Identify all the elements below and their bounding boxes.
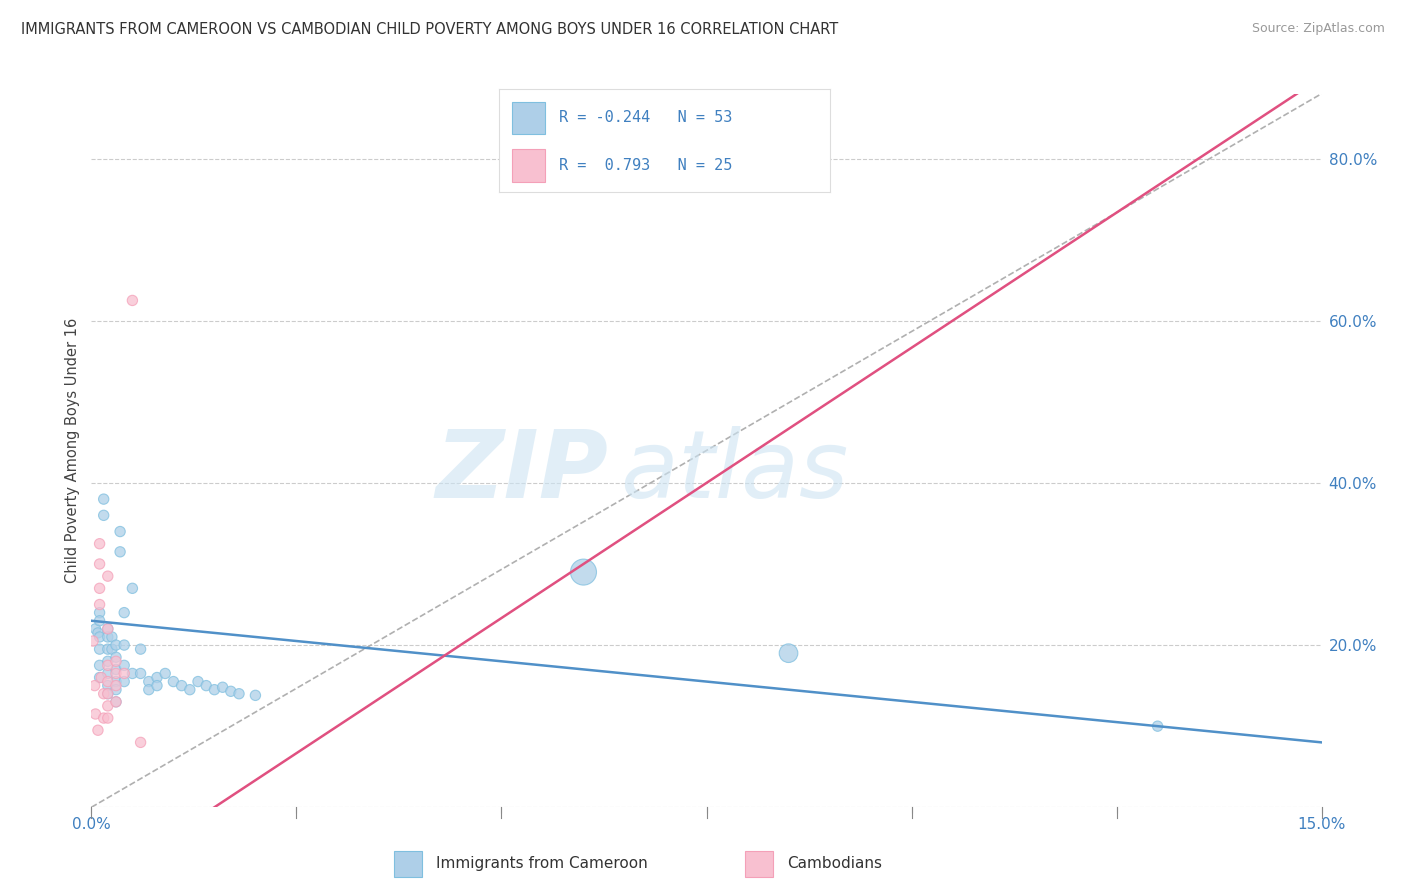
Point xyxy=(84,622,107,636)
Bar xyxy=(394,851,422,877)
Point xyxy=(89,671,111,685)
Point xyxy=(97,679,120,693)
Point xyxy=(97,698,120,713)
Text: ZIP: ZIP xyxy=(436,425,607,518)
Point xyxy=(101,630,124,644)
Point xyxy=(93,492,115,507)
Point xyxy=(105,638,127,652)
Point xyxy=(93,711,115,725)
Point xyxy=(129,642,152,657)
Point xyxy=(146,671,169,685)
Point xyxy=(97,622,120,636)
Point xyxy=(153,666,177,681)
Point xyxy=(93,687,115,701)
Point xyxy=(89,606,111,620)
Point xyxy=(97,654,120,668)
Point xyxy=(105,666,127,681)
Point xyxy=(89,537,111,551)
Text: IMMIGRANTS FROM CAMEROON VS CAMBODIAN CHILD POVERTY AMONG BOYS UNDER 16 CORRELAT: IMMIGRANTS FROM CAMEROON VS CAMBODIAN CH… xyxy=(21,22,838,37)
Point xyxy=(89,642,111,657)
Point xyxy=(162,674,184,689)
Point xyxy=(170,679,193,693)
Point xyxy=(112,674,135,689)
Point xyxy=(112,638,135,652)
Bar xyxy=(512,102,546,135)
Point xyxy=(112,666,135,681)
Point xyxy=(97,642,120,657)
Point xyxy=(83,679,105,693)
Point xyxy=(245,689,267,703)
Text: R =  0.793   N = 25: R = 0.793 N = 25 xyxy=(558,158,733,173)
Point xyxy=(211,680,233,694)
Point xyxy=(87,626,110,640)
Point xyxy=(97,666,120,681)
Text: R = -0.244   N = 53: R = -0.244 N = 53 xyxy=(558,111,733,126)
Point xyxy=(89,582,111,596)
Point xyxy=(105,674,127,689)
Point xyxy=(179,682,201,697)
Point xyxy=(778,646,800,660)
Point xyxy=(105,679,127,693)
Y-axis label: Child Poverty Among Boys Under 16: Child Poverty Among Boys Under 16 xyxy=(65,318,80,583)
Point xyxy=(129,666,152,681)
Point xyxy=(572,565,595,579)
Point xyxy=(129,735,152,749)
Point xyxy=(138,674,160,689)
Point xyxy=(105,654,127,668)
Point xyxy=(105,650,127,665)
Point xyxy=(97,569,120,583)
Point xyxy=(93,508,115,523)
Point xyxy=(105,682,127,697)
Point xyxy=(1146,719,1168,733)
Point xyxy=(112,606,135,620)
Text: atlas: atlas xyxy=(620,426,849,517)
Bar xyxy=(745,851,773,877)
Point xyxy=(97,711,120,725)
Point xyxy=(121,582,143,596)
Point xyxy=(105,695,127,709)
Text: Immigrants from Cameroon: Immigrants from Cameroon xyxy=(436,855,648,871)
Point xyxy=(97,630,120,644)
Point xyxy=(97,622,120,636)
Bar xyxy=(512,149,546,181)
Point xyxy=(89,557,111,571)
Point xyxy=(89,614,111,628)
Point xyxy=(112,658,135,673)
Point xyxy=(121,666,143,681)
Text: Source: ZipAtlas.com: Source: ZipAtlas.com xyxy=(1251,22,1385,36)
Point xyxy=(87,723,110,738)
Point xyxy=(195,679,218,693)
Point xyxy=(105,695,127,709)
Point xyxy=(202,682,225,697)
Point xyxy=(101,642,124,657)
Point xyxy=(97,687,120,701)
Point xyxy=(90,671,112,685)
Point xyxy=(228,687,250,701)
Point xyxy=(146,679,169,693)
Point xyxy=(219,684,242,698)
Point xyxy=(97,674,120,689)
Point xyxy=(187,674,209,689)
Point xyxy=(89,658,111,673)
Text: Cambodians: Cambodians xyxy=(787,855,883,871)
Point xyxy=(84,706,107,721)
Point xyxy=(105,662,127,676)
Point xyxy=(97,658,120,673)
Point xyxy=(108,545,131,559)
Point xyxy=(108,524,131,539)
Point xyxy=(89,598,111,612)
Point xyxy=(121,293,143,308)
Point xyxy=(138,682,160,697)
Point xyxy=(82,634,104,648)
Point xyxy=(89,630,111,644)
Point xyxy=(97,687,120,701)
